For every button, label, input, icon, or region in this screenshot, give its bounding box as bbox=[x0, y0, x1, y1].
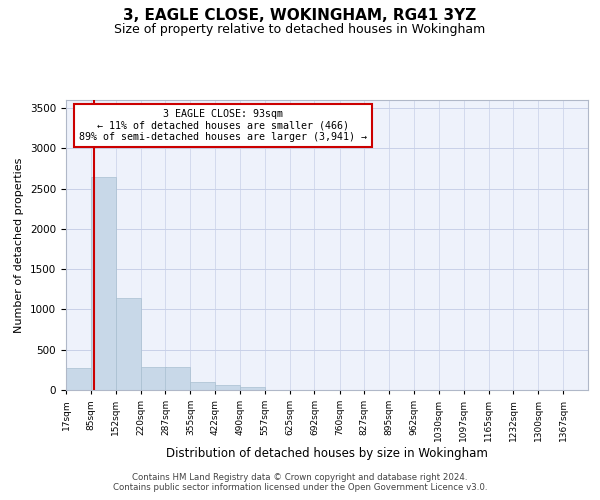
Text: Contains public sector information licensed under the Open Government Licence v3: Contains public sector information licen… bbox=[113, 484, 487, 492]
Text: 3, EAGLE CLOSE, WOKINGHAM, RG41 3YZ: 3, EAGLE CLOSE, WOKINGHAM, RG41 3YZ bbox=[124, 8, 476, 22]
Y-axis label: Number of detached properties: Number of detached properties bbox=[14, 158, 25, 332]
Bar bbox=[141, 368, 166, 390]
Bar bbox=[166, 368, 190, 390]
Text: Size of property relative to detached houses in Wokingham: Size of property relative to detached ho… bbox=[115, 22, 485, 36]
Bar bbox=[116, 298, 141, 390]
Bar bbox=[190, 382, 215, 390]
Text: Distribution of detached houses by size in Wokingham: Distribution of detached houses by size … bbox=[166, 448, 488, 460]
Text: Contains HM Land Registry data © Crown copyright and database right 2024.: Contains HM Land Registry data © Crown c… bbox=[132, 472, 468, 482]
Bar bbox=[215, 385, 240, 390]
Bar bbox=[91, 178, 116, 390]
Bar bbox=[240, 387, 265, 390]
Text: 3 EAGLE CLOSE: 93sqm
← 11% of detached houses are smaller (466)
89% of semi-deta: 3 EAGLE CLOSE: 93sqm ← 11% of detached h… bbox=[79, 108, 367, 142]
Bar bbox=[66, 368, 91, 390]
